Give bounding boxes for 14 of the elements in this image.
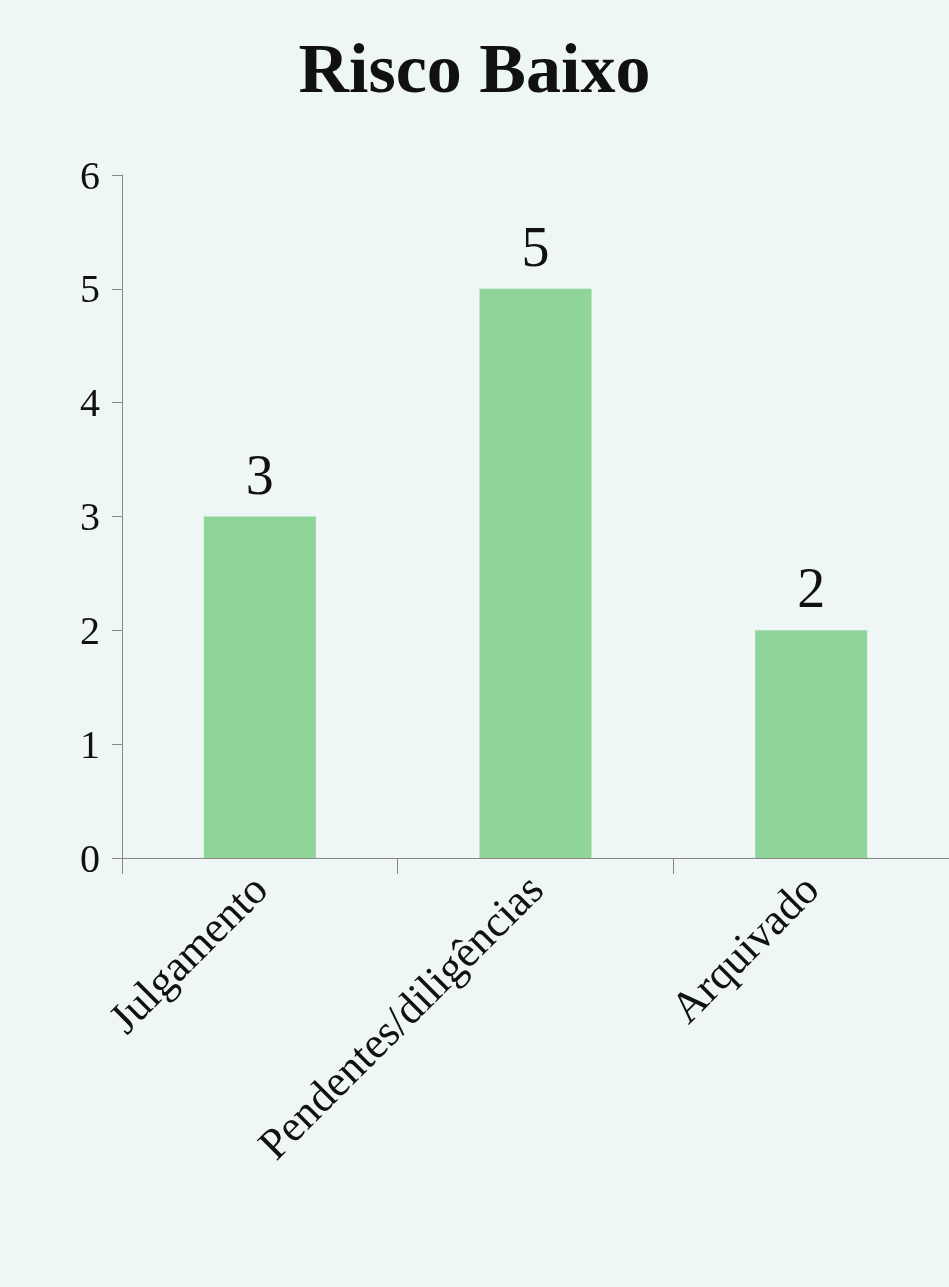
bar: [479, 288, 592, 858]
y-tick-label: 2: [80, 607, 100, 653]
data-label: 5: [521, 215, 550, 278]
data-label: 2: [797, 557, 826, 620]
chart-title: Risco Baixo: [298, 29, 651, 107]
y-tick-label: 6: [80, 152, 100, 198]
y-tick-label: 5: [80, 266, 100, 312]
y-tick-label: 3: [80, 494, 100, 539]
bar: [755, 630, 868, 858]
y-tick-label: 0: [80, 835, 100, 881]
bar: [203, 516, 316, 858]
y-tick-label: 4: [80, 380, 100, 426]
data-label: 3: [245, 443, 274, 506]
y-tick-label: 1: [80, 721, 100, 767]
